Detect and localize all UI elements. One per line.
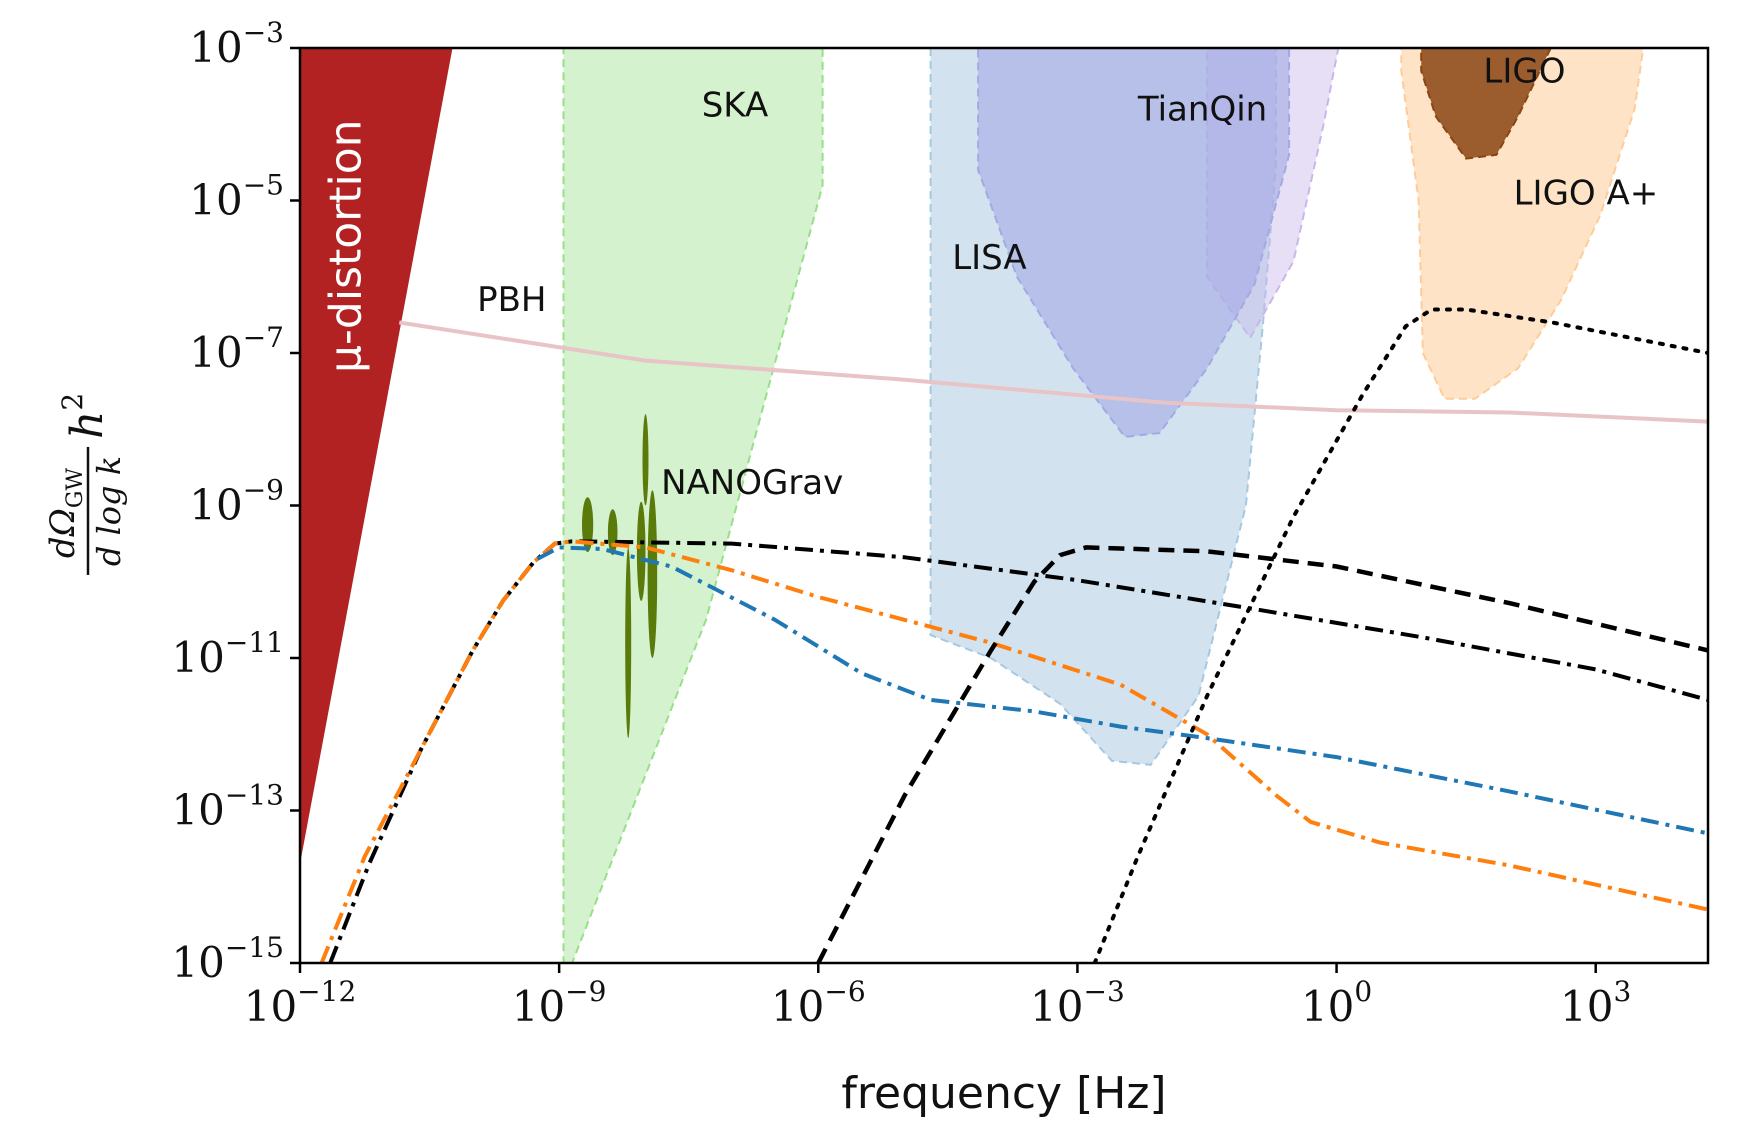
x-axis-label: frequency [Hz] (841, 1068, 1166, 1119)
x-tick-label: 100 (1301, 975, 1372, 1031)
series-black-dashed (816, 545, 1708, 963)
y-tick-label: 10−11 (171, 626, 284, 682)
x-ticks-layer: 10−12 10−9 10−6 10−3 100 103 (244, 963, 1631, 1031)
y-ticks-layer: 10−3 10−5 10−7 10−9 10−11 10−13 10−15 (171, 16, 300, 987)
series-blue-dashdot (536, 545, 1708, 836)
label-nanograv: NANOGrav (661, 463, 843, 503)
x-tick-label: 103 (1560, 975, 1631, 1031)
nanograv-blob-5 (642, 414, 649, 506)
label-lisa: LISA (952, 238, 1026, 278)
y-axis-label-denominator: d log k (90, 456, 128, 566)
series-pbh (398, 320, 1708, 424)
label-ska: SKA (702, 86, 769, 126)
label-tianqin: TianQin (1137, 89, 1267, 129)
series-black-dashdot (328, 539, 1708, 963)
x-tick-label: 10−3 (1030, 975, 1125, 1031)
region-distortion (300, 48, 453, 864)
region-ligo (1420, 48, 1552, 160)
y-tick-label: 10−9 (189, 474, 284, 530)
region-tianqin (977, 48, 1291, 438)
nanograv-blob-4 (647, 490, 658, 658)
label-pbh: PBH (477, 280, 546, 320)
label-ligo-a: LIGO A+ (1514, 173, 1659, 213)
nanograv-blob-3 (636, 501, 646, 601)
y-tick-label: 10−7 (189, 321, 284, 377)
x-tick-label: 10−6 (771, 975, 866, 1031)
x-tick-label: 10−9 (512, 975, 607, 1031)
y-tick-label: 10−15 (171, 931, 284, 987)
y-tick-label: 10−5 (189, 169, 284, 225)
nanograv-blob-1 (607, 509, 618, 556)
y-tick-label: 10−3 (189, 16, 284, 72)
y-axis-label: dΩGW d log k h2 (43, 393, 128, 575)
x-tick-label: 10−12 (244, 975, 357, 1031)
y-axis-label-numerator: dΩGW (43, 468, 88, 559)
nanograv-blob-0 (582, 497, 594, 552)
label-distortion: μ-distortion (321, 119, 372, 373)
series-layer (319, 307, 1708, 963)
nanograv-blob-2 (625, 547, 632, 739)
region-labels-layer: SKA TianQin LISA LIGO LIGO A+ PBH NANOGrav μ-di… (321, 51, 1659, 503)
series-orange-dashdot (319, 539, 1708, 963)
label-ligo: LIGO (1483, 51, 1565, 91)
y-axis-label-tail: h2 (56, 393, 113, 439)
y-tick-label: 10−13 (171, 779, 284, 835)
regions-layer (300, 48, 1645, 963)
series-black-dotted (1092, 307, 1708, 963)
